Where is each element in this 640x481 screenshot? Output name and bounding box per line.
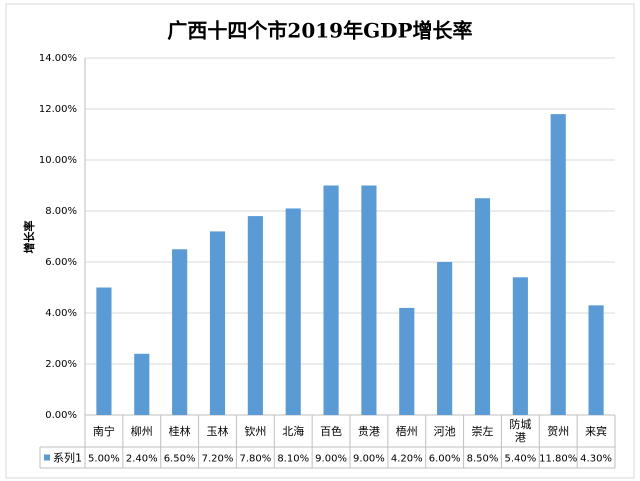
bar — [323, 185, 339, 415]
cell-wrap: 防城港 — [501, 418, 539, 444]
x-tick-cell: 崇左 — [464, 418, 502, 444]
x-tick-label: 河池 — [433, 424, 456, 438]
x-tick-cell: 防城港 — [501, 418, 539, 444]
x-tick-label: 百色 — [320, 424, 343, 438]
bar — [134, 353, 150, 415]
x-tick-label: 贵港 — [357, 424, 380, 438]
y-tick-label: 14.00% — [39, 53, 77, 64]
x-tick-label: 柳州 — [130, 424, 153, 438]
value-label: 4.30% — [580, 454, 612, 465]
cell-wrap: 南宁 — [85, 418, 123, 444]
x-tick-label: 贺州 — [547, 424, 570, 438]
y-tick-label: 0.00% — [45, 410, 77, 421]
cell-wrap: 梧州 — [388, 418, 426, 444]
y-tick-label: 12.00% — [39, 104, 77, 115]
value-label: 9.00% — [315, 454, 347, 465]
cell-wrap: 百色 — [312, 418, 350, 444]
x-tick-cell: 南宁 — [85, 418, 123, 444]
value-label: 8.50% — [467, 454, 499, 465]
cell-wrap: 桂林 — [161, 418, 199, 444]
x-tick-label: 来宾 — [585, 424, 608, 438]
x-tick-cell: 来宾 — [577, 418, 615, 444]
value-label: 7.20% — [202, 454, 234, 465]
x-tick-cell: 贺州 — [539, 418, 577, 444]
y-tick-label: 10.00% — [39, 155, 77, 166]
x-tick-label: 北海 — [282, 424, 305, 438]
x-tick-label: 南宁 — [92, 424, 115, 438]
x-tick-cell: 梧州 — [388, 418, 426, 444]
x-tick-label: 防城港 — [509, 418, 532, 444]
y-tick-label: 4.00% — [45, 308, 77, 319]
bar — [437, 262, 453, 415]
bar — [247, 216, 263, 415]
cell-wrap: 贺州 — [539, 418, 577, 444]
x-tick-label: 桂林 — [168, 424, 191, 438]
x-tick-label: 梧州 — [395, 424, 418, 438]
y-tick-label: 6.00% — [45, 257, 77, 268]
value-label: 7.80% — [239, 454, 271, 465]
bar — [588, 305, 604, 415]
bar — [209, 231, 226, 415]
cell-wrap: 钦州 — [236, 418, 274, 444]
chart-title: 广西十四个市2019年GDP增长率 — [167, 19, 472, 43]
value-label: 5.40% — [504, 454, 536, 465]
bar — [512, 277, 528, 415]
value-label: 6.50% — [164, 454, 196, 465]
bar — [474, 198, 491, 415]
bar — [399, 307, 415, 415]
cell-wrap: 北海 — [274, 418, 312, 444]
value-label: 11.80% — [539, 454, 577, 465]
value-label: 5.00% — [88, 454, 120, 465]
bar — [285, 208, 301, 415]
y-tick-label: 8.00% — [45, 206, 77, 217]
value-label: 2.40% — [126, 454, 158, 465]
bar — [96, 287, 112, 415]
x-tick-cell: 桂林 — [161, 418, 199, 444]
x-tick-cell: 河池 — [426, 418, 464, 444]
bar — [361, 185, 377, 415]
value-label: 8.10% — [277, 454, 309, 465]
legend-key — [44, 454, 50, 461]
legend-label: 系列1 — [53, 451, 82, 465]
x-tick-label: 钦州 — [244, 424, 267, 438]
bar — [172, 249, 188, 415]
cell-wrap: 玉林 — [199, 418, 237, 444]
x-tick-cell: 玉林 — [199, 418, 237, 444]
value-label: 9.00% — [353, 454, 385, 465]
value-label: 6.00% — [429, 454, 461, 465]
cell-wrap: 河池 — [426, 418, 464, 444]
y-tick-label: 2.00% — [45, 359, 77, 370]
cell-wrap: 来宾 — [577, 418, 615, 444]
x-tick-label: 崇左 — [471, 424, 494, 438]
value-label: 4.20% — [391, 454, 423, 465]
y-axis-label: 增长率 — [22, 221, 36, 254]
cell-wrap: 柳州 — [123, 418, 161, 444]
x-tick-cell: 贵港 — [350, 418, 388, 444]
x-tick-cell: 百色 — [312, 418, 350, 444]
x-tick-cell: 柳州 — [123, 418, 161, 444]
x-tick-cell: 钦州 — [236, 418, 274, 444]
cell-wrap: 崇左 — [464, 418, 502, 444]
cell-wrap: 贵港 — [350, 418, 388, 444]
bar — [550, 114, 566, 415]
x-tick-label: 玉林 — [206, 424, 229, 438]
x-tick-cell: 北海 — [274, 418, 312, 444]
